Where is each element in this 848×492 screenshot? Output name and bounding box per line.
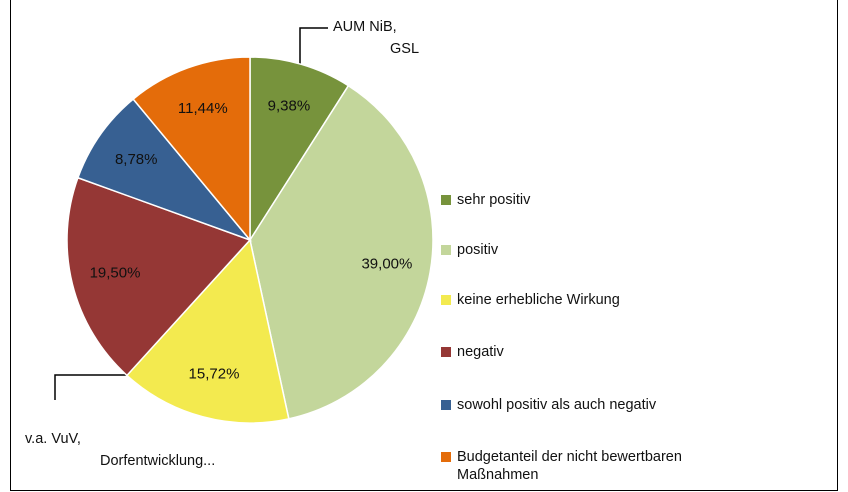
legend-label: sehr positiv [457, 192, 531, 208]
pie-slice [66, 176, 252, 377]
annotation-line [54, 374, 128, 400]
data-label: 19,50% [90, 264, 141, 281]
legend-swatch [441, 195, 451, 205]
legend-swatch [441, 347, 451, 357]
data-label: 9,38% [268, 97, 311, 114]
data-label: 15,72% [189, 365, 240, 382]
legend-label: negativ [457, 344, 504, 360]
annotation: GSL [390, 41, 420, 57]
pie-slice [132, 56, 251, 243]
legend-swatch [441, 245, 451, 255]
legend-label: Budgetanteil der nicht bewertbaren Maßna… [457, 449, 682, 483]
legend-swatch [441, 295, 451, 305]
annotation: AUM NiB, [333, 19, 397, 35]
annotation: v.a. VuV, [25, 431, 81, 447]
data-label: 39,00% [361, 255, 412, 272]
pie-slice [125, 238, 290, 424]
data-label: 11,44% [178, 100, 228, 117]
legend-swatch [441, 400, 451, 410]
legend-swatch [441, 452, 451, 462]
pie-slice [249, 56, 350, 243]
legend-label: positiv [457, 242, 499, 258]
data-label: 8,78% [115, 151, 158, 168]
pie-slice [76, 98, 253, 242]
legend-label: sowohl positiv als auch negativ [457, 397, 657, 413]
annotation: Dorfentwicklung... [100, 453, 216, 469]
pie-slice [249, 84, 434, 420]
legend-label: keine erhebliche Wirkung [457, 292, 620, 308]
chart-frame [10, 0, 838, 491]
